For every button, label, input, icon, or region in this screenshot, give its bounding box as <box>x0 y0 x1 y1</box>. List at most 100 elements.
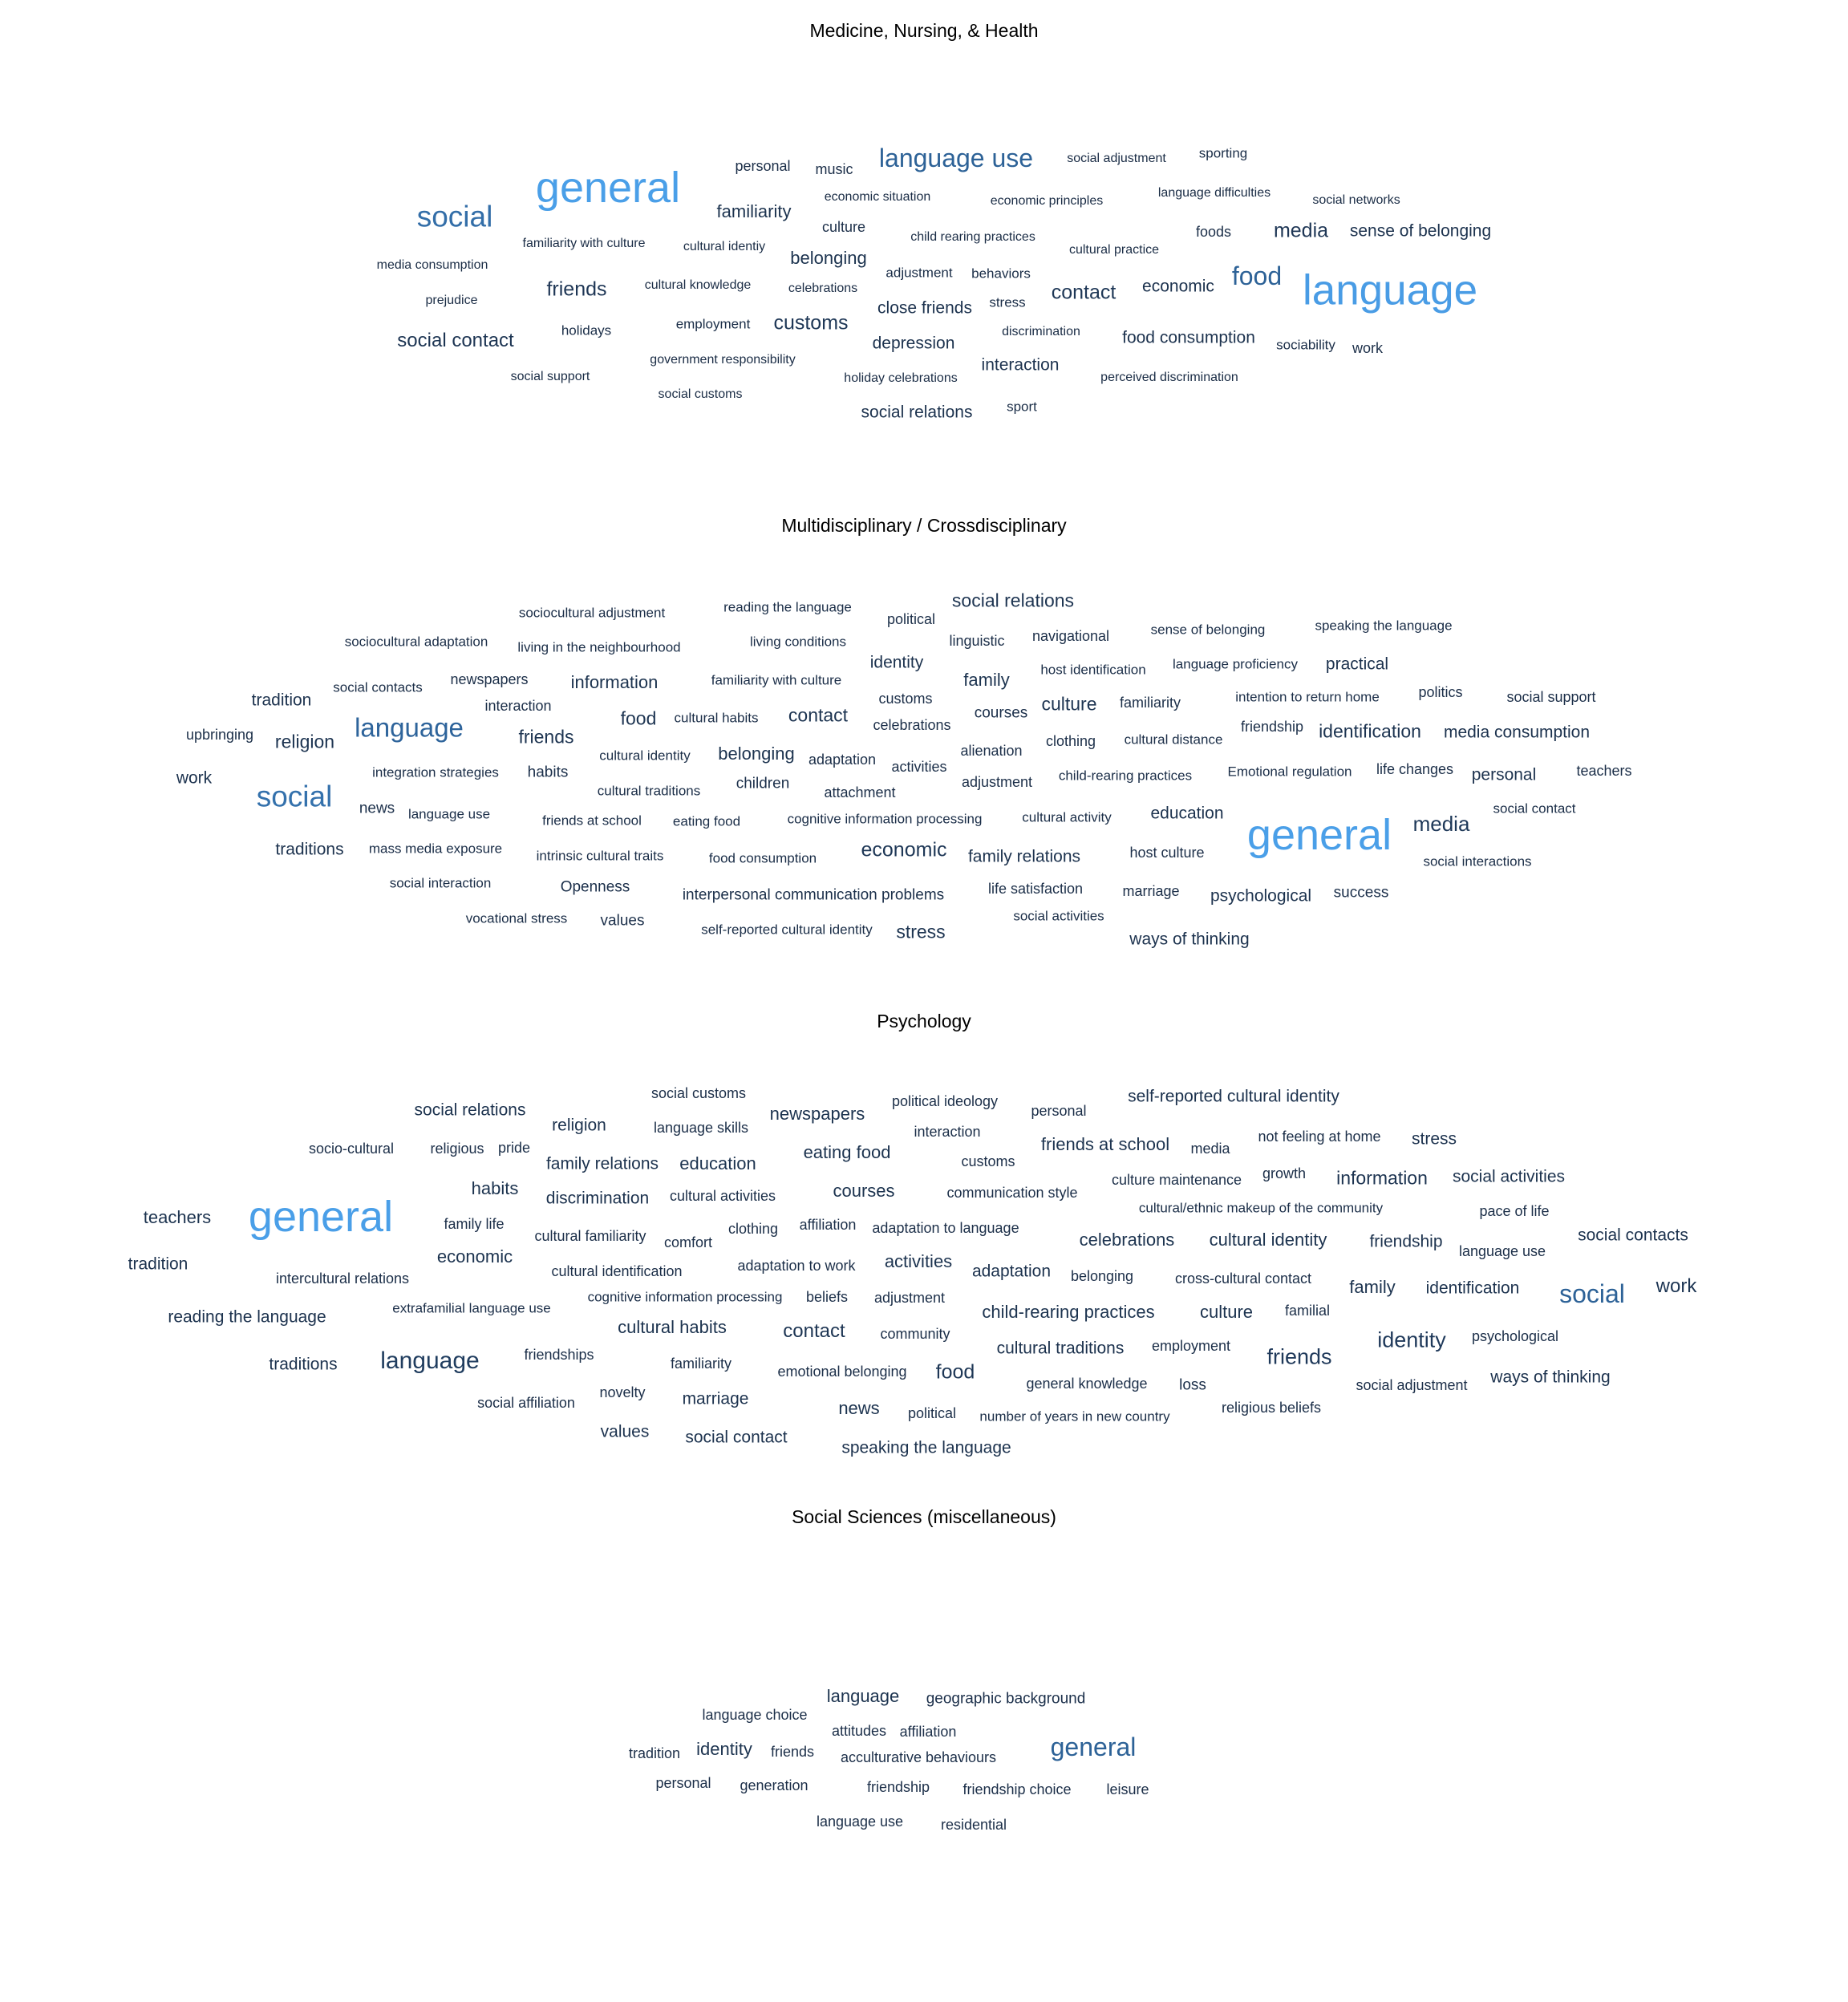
word-personal: personal <box>735 158 791 174</box>
word-cultural-distance: cultural distance <box>1124 732 1223 748</box>
word-identity: identity <box>696 1739 752 1759</box>
word-media: media <box>1412 812 1470 836</box>
word-tradition: tradition <box>628 1745 681 1761</box>
word-adaptation: adaptation <box>808 752 877 768</box>
word-celebrations: celebrations <box>873 717 951 733</box>
word-adjustment: adjustment <box>873 1290 946 1306</box>
word-personal: personal <box>1471 765 1537 784</box>
word-stress: stress <box>896 921 946 942</box>
word-general: general <box>248 1193 394 1241</box>
word-loss: loss <box>1179 1376 1206 1394</box>
word-media: media <box>1273 219 1329 242</box>
word-language-skills: language skills <box>653 1120 749 1136</box>
word-sporting: sporting <box>1198 145 1248 161</box>
word-speaking-the-language: speaking the language <box>1315 618 1453 634</box>
word-children: children <box>736 775 790 792</box>
word-beliefs: beliefs <box>805 1289 849 1305</box>
word-familiarity-with-culture: familiarity with culture <box>522 237 646 250</box>
word-information: information <box>570 672 659 692</box>
word-news: news <box>838 1398 880 1418</box>
word-courses: courses <box>833 1181 895 1201</box>
word-general: general <box>1050 1732 1137 1761</box>
word-foods: foods <box>1195 224 1232 240</box>
word-customs: customs <box>773 311 849 334</box>
word-work: work <box>176 768 213 788</box>
word-upbringing: upbringing <box>185 727 254 743</box>
word-cultural-identity: cultural identity <box>1209 1230 1327 1250</box>
word-emotional-regulation: Emotional regulation <box>1227 764 1352 780</box>
word-navigational: navigational <box>1031 628 1110 644</box>
word-social-affiliation: social affiliation <box>477 1395 575 1411</box>
word-personal: personal <box>1031 1103 1087 1119</box>
word-social-contacts: social contacts <box>333 679 423 695</box>
word-social-relations: social relations <box>951 590 1075 611</box>
word-contact: contact <box>1051 281 1116 304</box>
word-language-use: language use <box>407 806 491 822</box>
word-residential: residential <box>940 1817 1007 1833</box>
word-political: political <box>886 611 936 627</box>
word-social-support: social support <box>510 370 590 383</box>
word-language-difficulties: language difficulties <box>1157 186 1271 200</box>
word-self-reported-cultural-identity: self-reported cultural identity <box>1128 1087 1339 1106</box>
word-sport: sport <box>1007 399 1037 415</box>
word-language: language <box>826 1686 900 1706</box>
word-familial: familial <box>1284 1303 1331 1319</box>
word-adaptation-to-work: adaptation to work <box>737 1258 856 1274</box>
word-interaction: interaction <box>484 698 552 714</box>
word-social-customs: social customs <box>650 1085 747 1101</box>
word-employment: employment <box>1151 1338 1231 1354</box>
word-language: language <box>1302 266 1478 314</box>
word-culture: culture <box>1041 693 1097 715</box>
word-friends: friends <box>546 278 607 301</box>
word-communication-style: communication style <box>946 1185 1078 1201</box>
word-family-relations: family relations <box>545 1154 659 1173</box>
word-adjustment: adjustment <box>961 774 1033 790</box>
word-not-feeling-at-home: not feeling at home <box>1258 1129 1381 1145</box>
word-activities: activities <box>884 1251 953 1271</box>
word-belonging: belonging <box>790 248 867 268</box>
word-familiarity-with-culture: familiarity with culture <box>711 672 842 688</box>
word-comfort: comfort <box>663 1234 713 1250</box>
word-life-satisfaction: life satisfaction <box>987 881 1084 897</box>
word-cultural-habits: cultural habits <box>618 1317 727 1337</box>
word-economic-principles: economic principles <box>990 194 1104 208</box>
word-music: music <box>815 161 853 177</box>
word-generation: generation <box>740 1777 808 1793</box>
word-social-contact: social contact <box>397 330 514 351</box>
word-language: language <box>380 1348 480 1374</box>
panel-title: Multidisciplinary / Crossdisciplinary <box>781 515 1067 536</box>
word-cultural-ethnic-makeup-of-the-community: cultural/ethnic makeup of the community <box>1138 1200 1384 1216</box>
word-cultural-activity: cultural activity <box>1022 809 1112 825</box>
word-celebrations: celebrations <box>1079 1230 1175 1250</box>
word-practical: practical <box>1325 654 1389 674</box>
word-cultural-practice: cultural practice <box>1068 243 1160 257</box>
word-media-consumption: media consumption <box>376 258 488 272</box>
word-food: food <box>935 1360 975 1384</box>
word-social-contacts: social contacts <box>1578 1226 1688 1245</box>
word-eating-food: eating food <box>672 813 741 829</box>
word-reading-the-language: reading the language <box>723 599 852 615</box>
word-openness: Openness <box>560 878 630 896</box>
word-social-relations: social relations <box>414 1100 526 1120</box>
word-child-rearing-practices: child-rearing practices <box>982 1302 1155 1322</box>
word-courses: courses <box>974 704 1028 722</box>
word-intrinsic-cultural-traits: intrinsic cultural traits <box>536 848 664 864</box>
word-interaction: interaction <box>981 355 1060 375</box>
word-contact: contact <box>783 1320 845 1342</box>
word-cross-cultural-contact: cross-cultural contact <box>1174 1270 1312 1287</box>
word-general-knowledge: general knowledge <box>1026 1376 1148 1392</box>
word-family-relations: family relations <box>967 847 1081 866</box>
word-social-adjustment: social adjustment <box>1356 1377 1468 1393</box>
word-social-interaction: social interaction <box>389 875 492 891</box>
word-values: values <box>600 1422 650 1441</box>
word-living-conditions: living conditions <box>749 634 847 650</box>
word-social-activities: social activities <box>1013 908 1104 924</box>
word-food: food <box>620 707 657 729</box>
word-perceived-discrimination: perceived discrimination <box>1100 371 1238 384</box>
word-host-identification: host identification <box>1040 662 1146 678</box>
word-discrimination: discrimination <box>545 1189 650 1208</box>
word-religious: religious <box>430 1141 484 1157</box>
word-social-relations: social relations <box>861 403 973 422</box>
word-ways-of-thinking: ways of thinking <box>1490 1368 1611 1387</box>
word-social-customs: social customs <box>658 387 743 401</box>
